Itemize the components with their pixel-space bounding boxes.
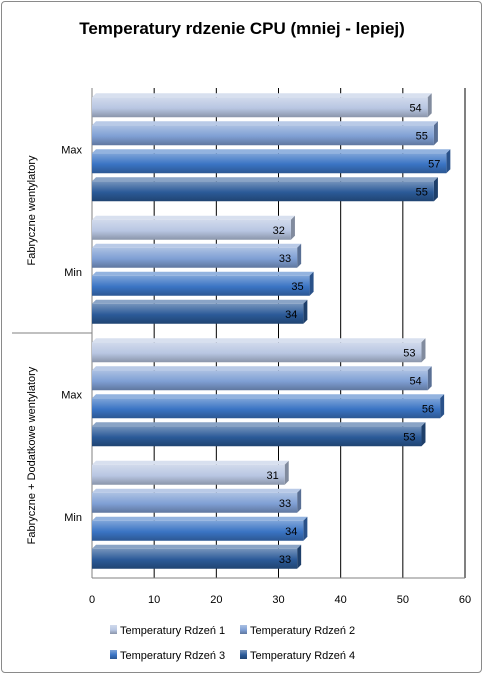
bar-top-face (92, 394, 445, 399)
plot-area: 0 10 20 30 40 50 60 Fabryczne wentylatory Max 54 5… (12, 88, 471, 606)
bar (92, 492, 298, 513)
bar-side-face (297, 544, 302, 569)
bar-side-face (290, 215, 295, 240)
bar-side-face (433, 177, 438, 202)
legend-swatch (110, 625, 117, 634)
data-label: 55 (416, 130, 428, 142)
category-label: Min (64, 267, 82, 279)
data-label: 54 (409, 375, 421, 387)
category-label: Min (64, 512, 82, 524)
chart-title: Temperatury rdzenie CPU (mniej - lepiej) (79, 19, 405, 38)
category-label: Max (61, 389, 82, 401)
legend-swatch (110, 650, 117, 659)
group-label: Fabryczne wentylatory (26, 155, 38, 266)
bar (92, 153, 447, 174)
bar-top-face (92, 121, 438, 126)
bar-top-face (92, 149, 451, 154)
legend-entry: Temperatury Rdzeń 3 (120, 650, 225, 662)
legend-entry: Temperatury Rdzeń 1 (120, 625, 225, 637)
data-label: 53 (403, 431, 415, 443)
bar-side-face (297, 488, 302, 513)
bar (92, 97, 428, 118)
data-label: 33 (279, 498, 291, 510)
data-label: 31 (266, 470, 278, 482)
bar-top-face (92, 488, 302, 493)
data-label: 34 (285, 526, 297, 538)
bar-top-face (92, 93, 432, 98)
bar (92, 219, 291, 240)
x-tick-label: 60 (459, 594, 471, 606)
x-tick-label: 20 (210, 594, 222, 606)
bar-top-face (92, 460, 289, 465)
bar-side-face (421, 422, 426, 447)
x-tick-label: 10 (148, 594, 160, 606)
bar (92, 125, 434, 146)
x-tick-label: 40 (335, 594, 347, 606)
bar (92, 520, 304, 541)
data-label: 35 (291, 281, 303, 293)
bar (92, 342, 422, 363)
bar-top-face (92, 177, 438, 182)
category-label: Max (61, 144, 82, 156)
bar-top-face (92, 299, 308, 304)
bar-side-face (433, 121, 438, 146)
bar-side-face (309, 271, 314, 296)
bar (92, 275, 310, 296)
bar (92, 247, 298, 268)
bar-top-face (92, 215, 295, 220)
legend: Temperatury Rdzeń 1 Temperatury Rdzeń 2 Te… (110, 625, 355, 662)
legend-swatch (240, 625, 247, 634)
bar (92, 370, 428, 391)
bar (92, 398, 441, 419)
data-label: 56 (422, 403, 434, 415)
bar-top-face (92, 338, 426, 343)
x-tick-label: 0 (89, 594, 95, 606)
bar (92, 181, 434, 202)
bar-top-face (92, 271, 314, 276)
data-label: 32 (273, 225, 285, 237)
legend-entry: Temperatury Rdzeń 4 (250, 650, 355, 662)
bar (92, 426, 422, 447)
bar-side-face (303, 299, 308, 324)
data-label: 53 (403, 347, 415, 359)
bar-top-face (92, 516, 308, 521)
bar-top-face (92, 243, 302, 248)
legend-entry: Temperatury Rdzeń 2 (250, 625, 355, 637)
bar-top-face (92, 544, 302, 549)
data-label: 33 (279, 253, 291, 265)
bar-top-face (92, 422, 426, 427)
x-tick-label: 30 (272, 594, 284, 606)
bar-side-face (427, 93, 432, 118)
data-label: 57 (428, 158, 440, 170)
bar-top-face (92, 366, 432, 371)
data-label: 55 (416, 186, 428, 198)
data-label: 54 (409, 102, 421, 114)
bar (92, 548, 298, 569)
bar (92, 464, 285, 485)
bar-side-face (440, 394, 445, 419)
bar-side-face (446, 149, 451, 174)
data-label: 34 (285, 309, 297, 321)
bar-side-face (297, 243, 302, 268)
bar-side-face (284, 460, 289, 485)
x-tick-label: 50 (397, 594, 409, 606)
bar-side-face (303, 516, 308, 541)
bar (92, 303, 304, 324)
bar-side-face (421, 338, 426, 363)
data-label: 33 (279, 554, 291, 566)
legend-swatch (240, 650, 247, 659)
bar-side-face (427, 366, 432, 391)
group-label: Fabryczne + Dodatkowe wentylatory (26, 366, 38, 544)
